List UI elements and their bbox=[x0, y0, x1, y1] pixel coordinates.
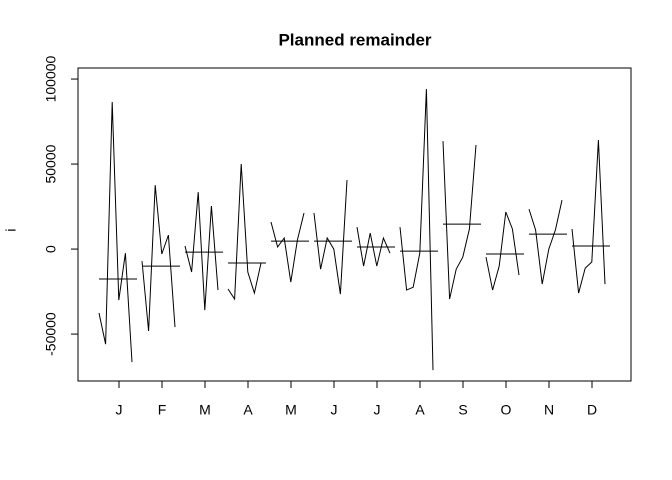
subseries-line bbox=[399, 89, 434, 371]
subseries-line bbox=[485, 211, 520, 291]
y-tick-label: 50000 bbox=[43, 144, 59, 183]
x-tick-label: M bbox=[285, 402, 297, 418]
x-tick-label: N bbox=[544, 402, 554, 418]
x-tick-label: J bbox=[374, 402, 381, 418]
x-tick-label: A bbox=[415, 402, 425, 418]
x-tick-label: A bbox=[243, 402, 253, 418]
subseries-line bbox=[141, 185, 176, 332]
x-tick-label: J bbox=[331, 402, 338, 418]
x-tick-label: M bbox=[199, 402, 211, 418]
x-tick-label: J bbox=[116, 402, 123, 418]
subseries-line bbox=[528, 199, 563, 285]
subseries-line bbox=[227, 164, 262, 301]
subseries-line bbox=[270, 212, 305, 283]
subseries-line bbox=[184, 192, 219, 311]
y-tick-label: 0 bbox=[43, 245, 59, 253]
y-axis-label: i bbox=[3, 228, 19, 231]
subseries-line bbox=[356, 227, 391, 267]
x-tick-label: D bbox=[587, 402, 597, 418]
subseries-line bbox=[571, 140, 606, 294]
subseries-line bbox=[313, 180, 348, 295]
subseries-line bbox=[98, 101, 133, 363]
x-tick-label: F bbox=[158, 402, 167, 418]
x-tick-label: S bbox=[458, 402, 467, 418]
subseries-line bbox=[442, 141, 477, 300]
plot-frame bbox=[77, 67, 632, 382]
y-tick-label: 100000 bbox=[43, 55, 59, 102]
y-tick-label: -50000 bbox=[43, 312, 59, 356]
chart-title: Planned remainder bbox=[278, 30, 431, 49]
x-tick-label: O bbox=[501, 402, 512, 418]
